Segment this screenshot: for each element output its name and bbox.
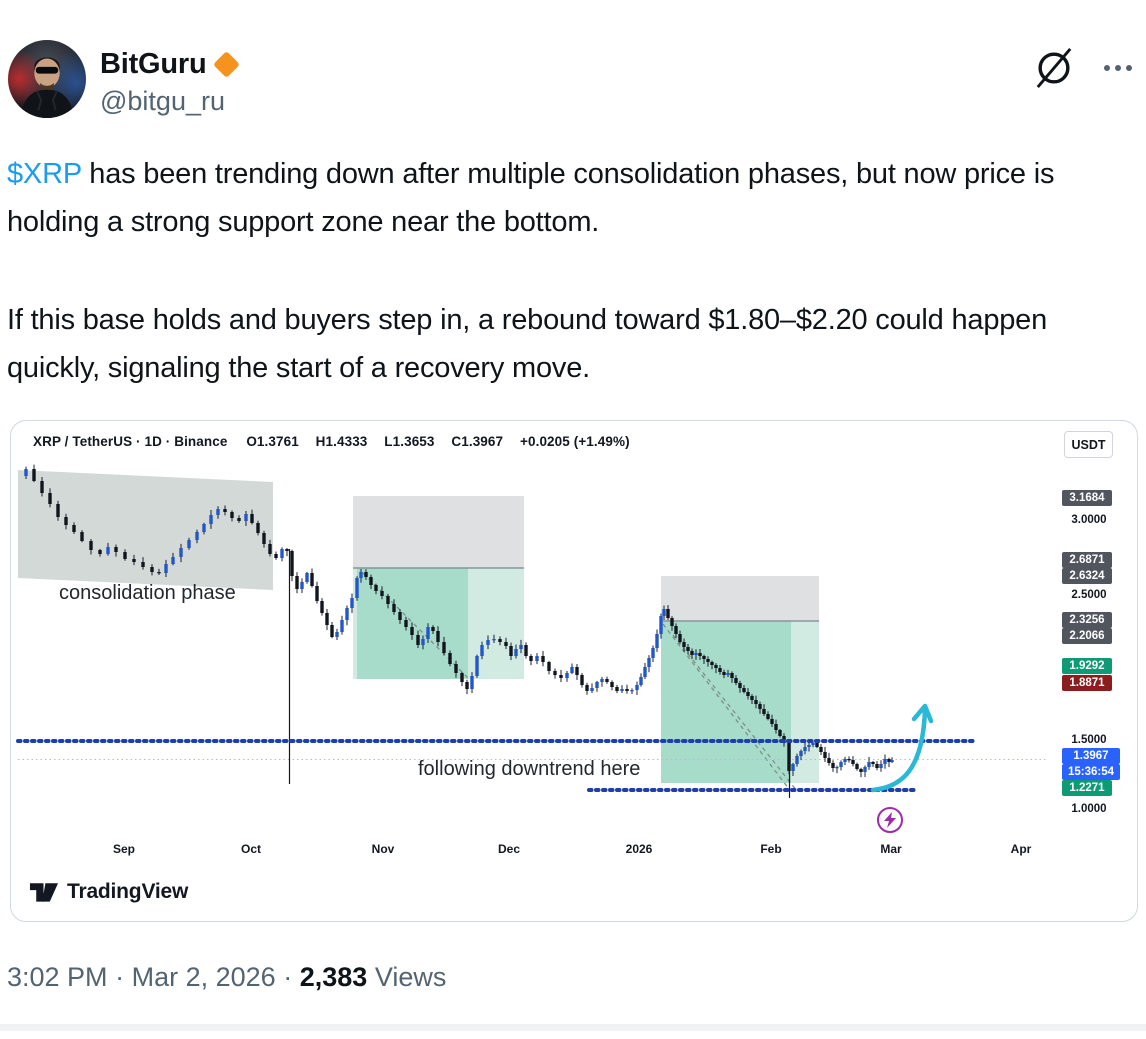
tradingview-logo-text: TradingView (67, 880, 189, 903)
views-label: Views (374, 962, 447, 992)
avatar[interactable] (8, 40, 86, 118)
ohlc-open: O1.3761 (246, 434, 299, 449)
section-divider (0, 1024, 1146, 1031)
grok-icon (1036, 47, 1072, 89)
views-count: 2,383 (299, 962, 368, 992)
author-name[interactable]: BitGuru (100, 48, 240, 81)
ohlc-close: C1.3967 (451, 434, 504, 449)
chart-symbol-header: XRP / TetherUS · 1D · Binance O1.3761 H1… (33, 434, 630, 449)
tradingview-watermark: TradingView (29, 879, 188, 905)
tradingview-logo-icon (29, 883, 58, 902)
avatar-illustration (20, 57, 74, 118)
footer-separator: · (283, 962, 293, 992)
chart-image[interactable]: XRP / TetherUS · 1D · Binance O1.3761 H1… (10, 420, 1138, 922)
tweet-text-1: has been trending down after multiple co… (7, 158, 1055, 238)
tweet-paragraph-2: If this base holds and buyers step in, a… (7, 304, 1048, 384)
more-button[interactable] (1098, 46, 1138, 90)
annotation-consolidation-phase: consolidation phase (59, 582, 236, 604)
ohlc-high: H1.4333 (315, 434, 368, 449)
orange-diamond-emoji (212, 51, 240, 78)
author-handle[interactable]: @bitgu_ru (100, 86, 225, 116)
symbol-text: XRP / TetherUS · 1D · Binance (33, 434, 228, 449)
grok-button[interactable] (1032, 46, 1076, 90)
annotation-following-downtrend: following downtrend here (418, 758, 641, 780)
cashtag-link[interactable]: $XRP (7, 158, 82, 190)
tweet-paragraph-1: $XRP has been trending down after multip… (7, 150, 1132, 246)
author-name-text: BitGuru (100, 48, 207, 80)
tweet-footer: 3:02 PM · Mar 2, 2026 · 2,383 Views (7, 962, 446, 993)
xrp-chart-canvas (16, 464, 1047, 833)
timestamp-link[interactable]: 3:02 PM · Mar 2, 2026 (7, 962, 276, 992)
ohlc-low: L1.3653 (384, 434, 435, 449)
header-actions (1032, 46, 1138, 90)
ohlc-change: +0.0205 (+1.49%) (520, 434, 630, 449)
currency-toggle-button: USDT (1064, 431, 1113, 458)
